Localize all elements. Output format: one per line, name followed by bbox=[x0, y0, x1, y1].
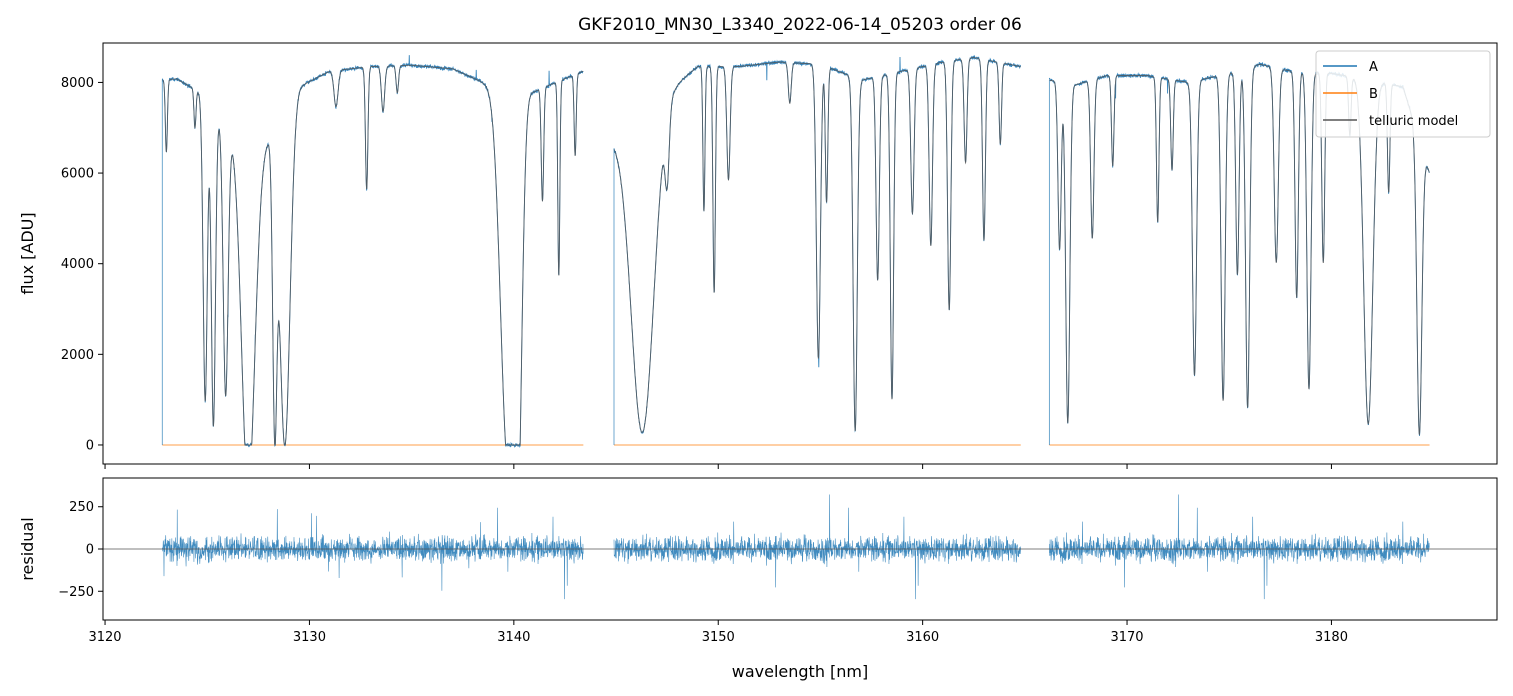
top-y-tick-label: 4000 bbox=[61, 257, 94, 272]
legend-label-telluric-model: telluric model bbox=[1369, 114, 1458, 129]
legend-label-a: A bbox=[1369, 60, 1378, 75]
bottom-y-ticks: −250 0 250 bbox=[58, 500, 103, 600]
bottom-panel: −250 0 250 3120 3130 3140 3150 3160 3170 3180 re… bbox=[18, 477, 1498, 681]
residual-segment-2 bbox=[1049, 494, 1430, 600]
series-telluric-model-segment-0 bbox=[162, 64, 584, 446]
top-y-tick-label: 6000 bbox=[61, 167, 94, 182]
top-y-axis-label: flux [ADU] bbox=[18, 212, 37, 294]
bottom-x-ticks: 3120 3130 3140 3150 3160 3170 3180 bbox=[88, 620, 1348, 645]
series-telluric-model-segment-1 bbox=[613, 57, 1021, 433]
legend-frame bbox=[1315, 50, 1491, 138]
bottom-y-tick-label: 250 bbox=[69, 500, 94, 515]
bottom-x-tick-label: 3120 bbox=[88, 630, 121, 645]
bottom-x-tick-label: 3180 bbox=[1315, 630, 1348, 645]
bottom-plot-area bbox=[103, 494, 1497, 600]
bottom-y-axis-label: residual bbox=[18, 517, 37, 580]
bottom-x-tick-label: 3150 bbox=[702, 630, 735, 645]
top-y-tick-label: 0 bbox=[86, 438, 94, 453]
bottom-x-tick-label: 3160 bbox=[906, 630, 939, 645]
bottom-x-tick-label: 3130 bbox=[293, 630, 326, 645]
top-y-ticks: 0 2000 4000 6000 8000 bbox=[61, 76, 103, 453]
legend: A B telluric model bbox=[1315, 50, 1491, 138]
residual-segment-0 bbox=[162, 507, 584, 600]
top-x-ticks bbox=[104, 464, 1332, 469]
bottom-x-tick-label: 3170 bbox=[1110, 630, 1143, 645]
bottom-y-tick-label: −250 bbox=[58, 585, 94, 600]
top-y-tick-label: 2000 bbox=[61, 348, 94, 363]
series-telluric-model-segment-2 bbox=[1049, 63, 1430, 436]
top-plot-area bbox=[161, 54, 1430, 449]
top-axes-frame bbox=[102, 42, 1498, 465]
legend-label-b: B bbox=[1369, 87, 1378, 102]
bottom-y-tick-label: 0 bbox=[86, 543, 94, 558]
x-axis-label: wavelength [nm] bbox=[732, 662, 869, 681]
top-y-tick-label: 8000 bbox=[61, 76, 94, 91]
residual-segment-1 bbox=[613, 494, 1021, 600]
bottom-x-tick-label: 3140 bbox=[497, 630, 530, 645]
chart-title: GKF2010_MN30_L3340_2022-06-14_05203 orde… bbox=[578, 15, 1022, 35]
top-panel: 0 2000 4000 6000 8000 flux [ADU] A B telluri… bbox=[18, 42, 1498, 469]
